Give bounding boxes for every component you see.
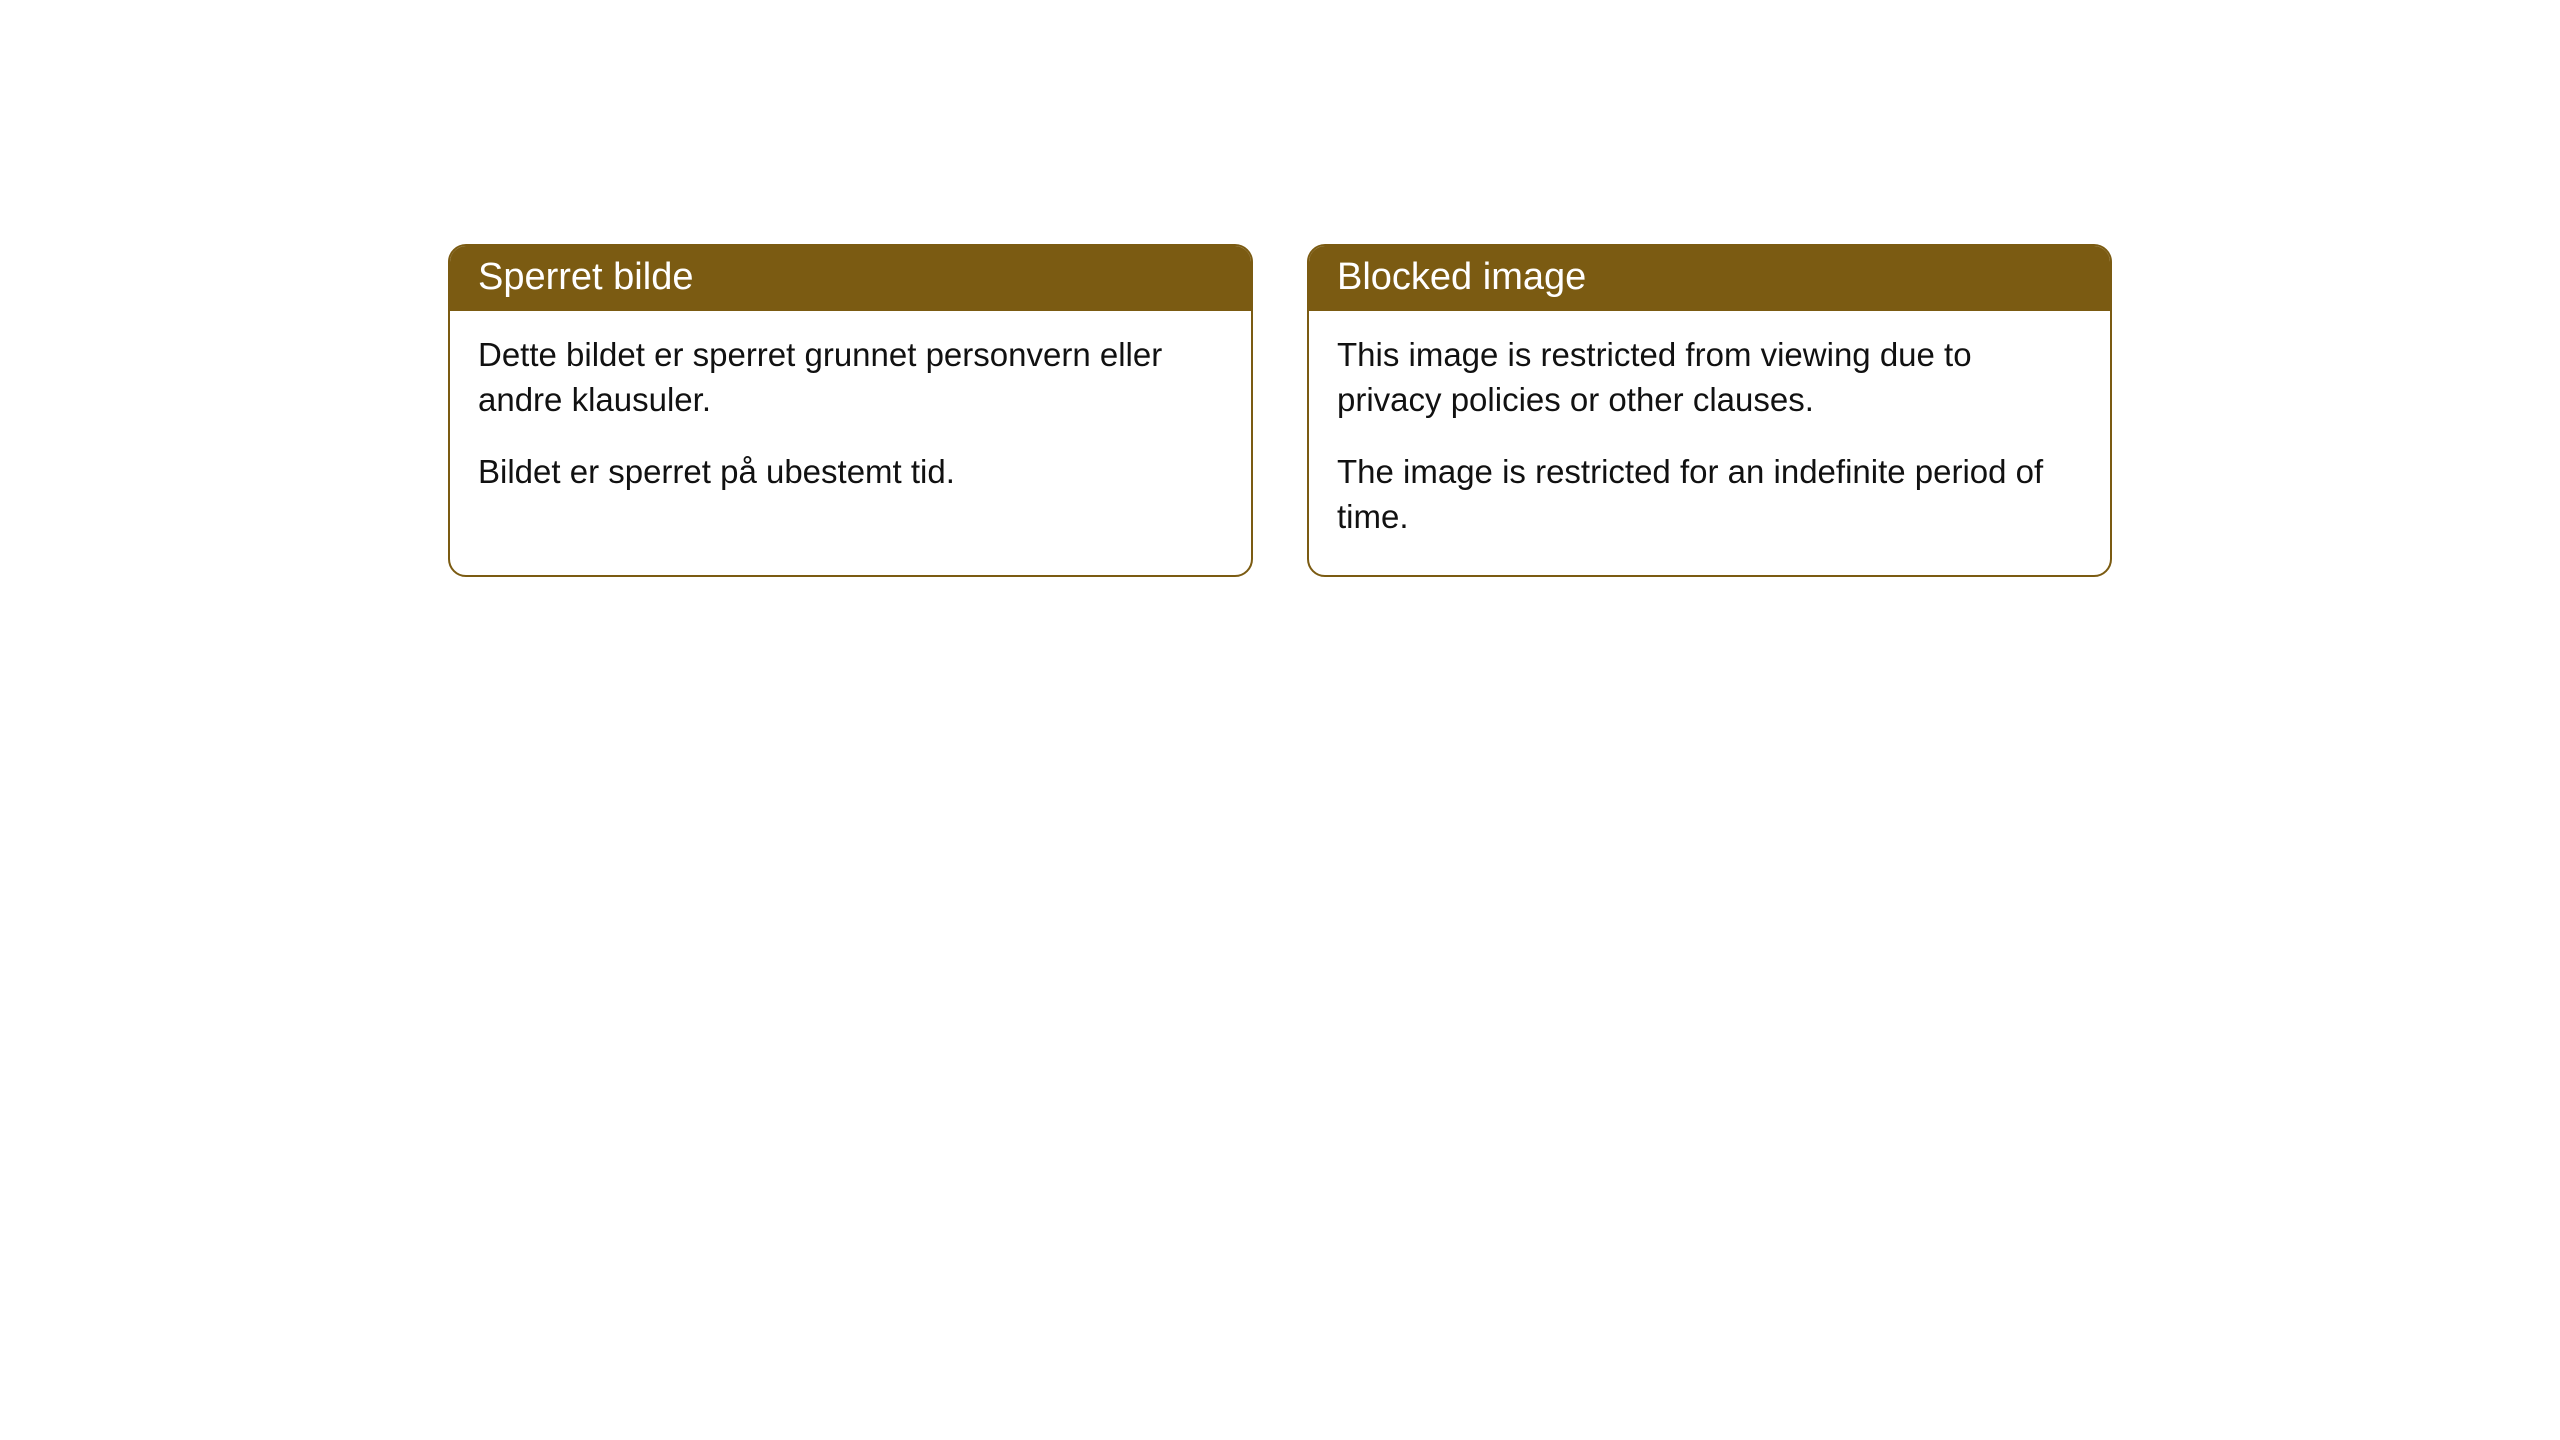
blocked-image-card-norwegian: Sperret bilde Dette bildet er sperret gr… (448, 244, 1253, 577)
card-paragraph: Dette bildet er sperret grunnet personve… (478, 333, 1223, 422)
card-header-norwegian: Sperret bilde (450, 246, 1251, 311)
card-paragraph: The image is restricted for an indefinit… (1337, 450, 2082, 539)
card-body-english: This image is restricted from viewing du… (1309, 311, 2110, 575)
notice-container: Sperret bilde Dette bildet er sperret gr… (448, 244, 2112, 577)
blocked-image-card-english: Blocked image This image is restricted f… (1307, 244, 2112, 577)
card-body-norwegian: Dette bildet er sperret grunnet personve… (450, 311, 1251, 531)
card-header-english: Blocked image (1309, 246, 2110, 311)
card-paragraph: This image is restricted from viewing du… (1337, 333, 2082, 422)
card-paragraph: Bildet er sperret på ubestemt tid. (478, 450, 1223, 495)
